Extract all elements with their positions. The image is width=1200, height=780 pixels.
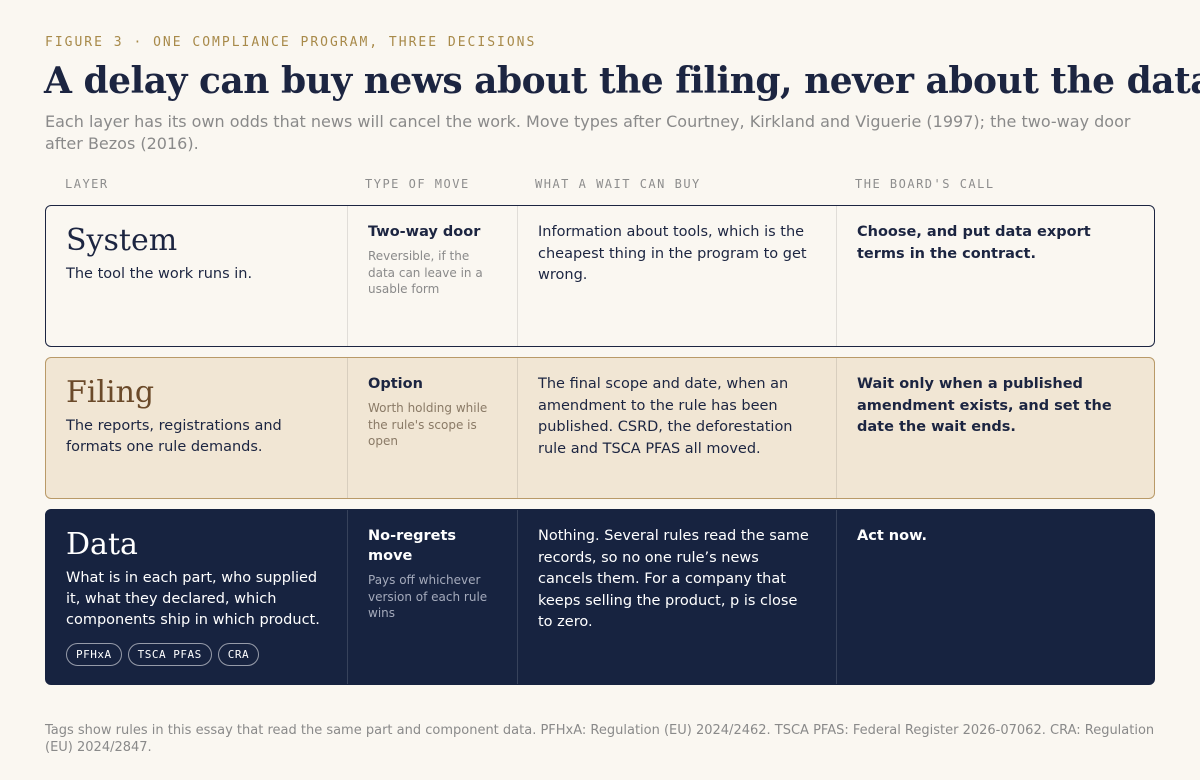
move-note: Pays off whichever version of each rule … (368, 573, 488, 620)
footnote: Tags show rules in this essay that read … (45, 723, 1155, 755)
move-cell: No-regrets move Pays off whichever versi… (347, 510, 517, 684)
figure-title: A delay can buy news about the filing, n… (44, 60, 1200, 102)
layer-cell: System The tool the work runs in. (46, 206, 347, 346)
move-type: Two-way door (368, 224, 481, 240)
layer-name: System (66, 223, 178, 258)
call-cell: Wait only when a published amendment exi… (836, 358, 1154, 498)
move-note: Reversible, if the data can leave in a u… (368, 249, 483, 296)
board-call: Choose, and put data export terms in the… (857, 224, 1091, 262)
rule-tag: PFHxA (66, 643, 122, 666)
rule-tags: PFHxA TSCA PFAS CRA (66, 643, 327, 666)
board-call: Act now. (857, 528, 928, 544)
table-row-filing: Filing The reports, registrations and fo… (45, 357, 1155, 499)
layer-description: The reports, registrations and formats o… (66, 418, 282, 455)
column-header-call: THE BOARD'S CALL (855, 177, 995, 191)
layer-name: Data (66, 527, 138, 562)
call-cell: Act now. (836, 510, 1154, 684)
wait-cell: The final scope and date, when an amendm… (517, 358, 836, 498)
call-cell: Choose, and put data export terms in the… (836, 206, 1154, 346)
layer-description: What is in each part, who supplied it, w… (66, 570, 320, 628)
wait-cell: Nothing. Several rules read the same rec… (517, 510, 836, 684)
move-cell: Two-way door Reversible, if the data can… (347, 206, 517, 346)
wait-cell: Information about tools, which is the ch… (517, 206, 836, 346)
move-type: No-regrets move (368, 528, 457, 564)
figure-subtitle: Each layer has its own odds that news wi… (45, 112, 1131, 153)
board-call: Wait only when a published amendment exi… (857, 376, 1112, 435)
table-row-system: System The tool the work runs in. Two-wa… (45, 205, 1155, 347)
layer-description: The tool the work runs in. (66, 266, 253, 282)
rule-tag: TSCA PFAS (127, 643, 212, 666)
column-header-layer: LAYER (65, 177, 109, 191)
move-cell: Option Worth holding while the rule's sc… (347, 358, 517, 498)
wait-text: Information about tools, which is the ch… (538, 224, 807, 283)
wait-text: Nothing. Several rules read the same rec… (538, 528, 809, 630)
layer-cell: Data What is in each part, who supplied … (46, 510, 347, 684)
move-type: Option (368, 376, 423, 392)
wait-text: The final scope and date, when an amendm… (538, 376, 793, 457)
column-header-wait: WHAT A WAIT CAN BUY (535, 177, 701, 191)
column-header-move: TYPE OF MOVE (365, 177, 470, 191)
move-note: Worth holding while the rule's scope is … (368, 401, 488, 448)
table-row-data: Data What is in each part, who supplied … (45, 509, 1155, 685)
figure-eyebrow: FIGURE 3 · ONE COMPLIANCE PROGRAM, THREE… (45, 35, 537, 50)
layer-name: Filing (66, 375, 155, 410)
rule-tag: CRA (217, 643, 260, 666)
layer-cell: Filing The reports, registrations and fo… (46, 358, 347, 498)
